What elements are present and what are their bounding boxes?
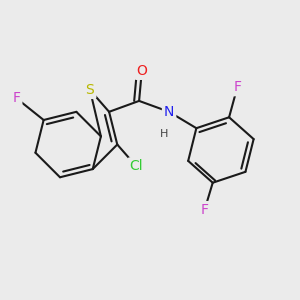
Text: H: H bbox=[159, 129, 168, 139]
Text: Cl: Cl bbox=[130, 159, 143, 173]
Text: F: F bbox=[12, 91, 20, 105]
Text: F: F bbox=[233, 80, 241, 94]
Text: S: S bbox=[85, 83, 94, 97]
Text: O: O bbox=[136, 64, 147, 78]
Text: N: N bbox=[164, 105, 174, 119]
Text: F: F bbox=[200, 203, 208, 217]
